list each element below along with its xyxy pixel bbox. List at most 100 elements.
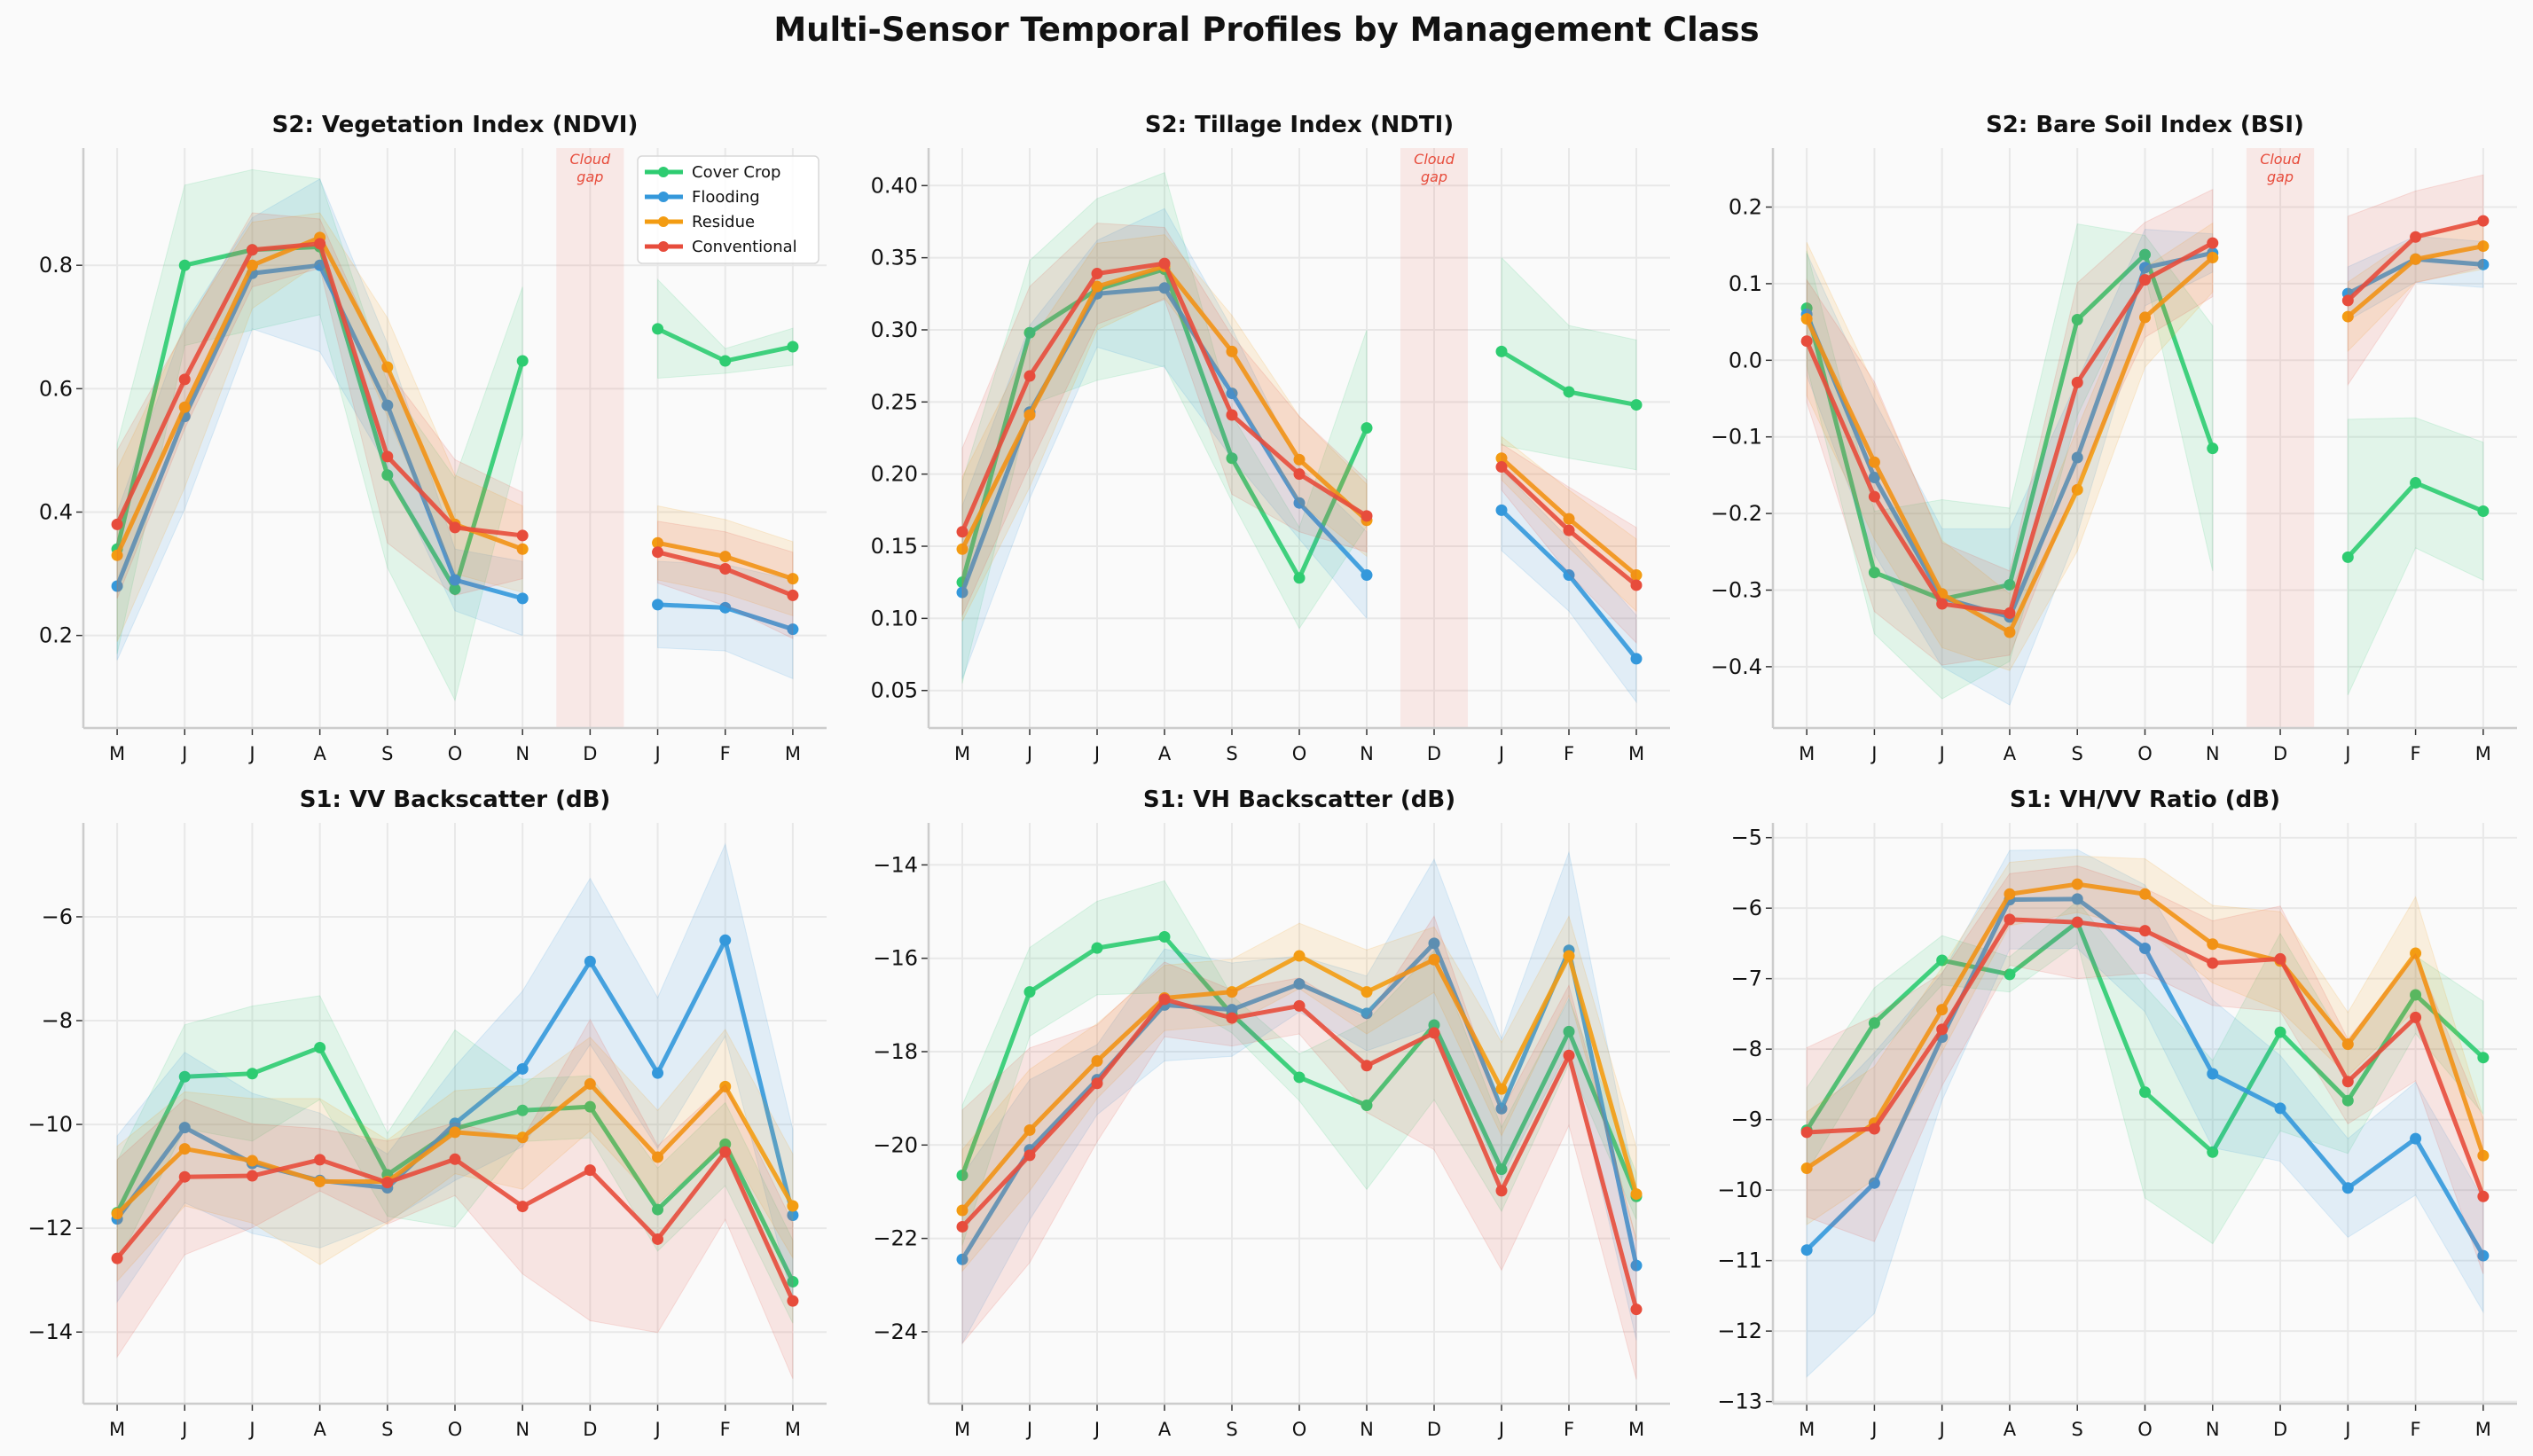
y-tick-label: 0.05 [871, 678, 918, 703]
data-point [1800, 335, 1813, 348]
x-tick-label: D [2273, 743, 2287, 764]
data-point [2139, 942, 2151, 954]
cloud-gap-label: gap [2267, 168, 2294, 185]
data-point [246, 244, 258, 256]
data-point [1563, 950, 1575, 962]
data-point [2341, 310, 2354, 323]
data-point [381, 469, 394, 481]
x-tick-label: D [2273, 1419, 2287, 1440]
y-tick-label: −12 [1717, 1319, 1762, 1343]
data-point [1495, 504, 1508, 516]
data-point [719, 1080, 732, 1092]
confidence-band [961, 234, 1368, 622]
data-point [246, 259, 258, 271]
data-point [787, 589, 799, 601]
series-cover-crop [1800, 900, 2490, 1245]
x-tick-label: M [2475, 743, 2491, 764]
data-point [1630, 653, 1643, 665]
data-point [1868, 1177, 1880, 1189]
x-tick-label: O [448, 743, 463, 764]
panel-title: S2: Vegetation Index (NDVI) [272, 112, 639, 138]
x-tick-label: J [1497, 1419, 1504, 1440]
x-tick-label: A [1158, 1419, 1172, 1440]
data-point [2207, 1068, 2219, 1080]
data-point [1226, 387, 1238, 400]
data-point [1023, 326, 1036, 339]
y-tick-label: 0.0 [1729, 348, 1762, 372]
data-point [2477, 1190, 2490, 1202]
x-tick-label: A [1158, 743, 1172, 764]
data-point [516, 543, 529, 555]
x-tick-label: M [785, 743, 801, 764]
data-point [516, 592, 529, 605]
x-tick-label: F [1564, 743, 1574, 764]
data-point [1361, 1007, 1373, 1020]
y-tick-label: −11 [1717, 1249, 1762, 1273]
y-tick-label: −24 [873, 1319, 918, 1344]
data-point [787, 573, 799, 585]
x-tick-label: M [109, 1419, 125, 1440]
data-point [719, 355, 732, 367]
data-point [956, 526, 968, 538]
x-tick-label: M [109, 743, 125, 764]
data-point [1800, 1126, 1813, 1139]
data-point [1361, 1100, 1373, 1112]
data-point [1563, 386, 1575, 398]
data-point [2004, 578, 2016, 591]
y-tick-label: 0.6 [39, 376, 73, 401]
data-point [178, 373, 191, 386]
data-point [1936, 1004, 1949, 1016]
data-point [2139, 262, 2151, 274]
data-point [1495, 452, 1508, 465]
y-tick-label: −0.2 [1711, 501, 1762, 526]
x-tick-label: J [1093, 1419, 1100, 1440]
data-point [2071, 878, 2083, 890]
data-point [381, 1177, 394, 1189]
confidence-band [1806, 849, 2484, 1378]
data-point [652, 1233, 664, 1245]
data-point [1361, 1060, 1373, 1072]
x-tick-label: A [2004, 743, 2017, 764]
x-tick-label: J [180, 1419, 187, 1440]
data-point [1563, 1025, 1575, 1037]
confidence-band [1806, 865, 2484, 1274]
x-tick-label: J [1938, 743, 1945, 764]
y-tick-label: −14 [27, 1319, 73, 1344]
data-point [178, 1143, 191, 1155]
x-tick-label: J [1870, 1419, 1877, 1440]
data-point [314, 1041, 326, 1053]
x-tick-label: N [2206, 743, 2220, 764]
data-point [1800, 1244, 1813, 1256]
data-point [314, 238, 326, 250]
x-tick-label: J [2343, 743, 2350, 764]
confidence-band [961, 171, 1368, 684]
data-point [787, 1200, 799, 1212]
x-tick-label: O [1292, 1419, 1307, 1440]
data-point [178, 1070, 191, 1083]
x-tick-label: J [180, 743, 187, 764]
data-point [1936, 1023, 1949, 1036]
confidence-band [1501, 442, 1637, 645]
legend-marker [658, 192, 669, 202]
data-point [1293, 453, 1306, 466]
data-point [1936, 598, 1949, 610]
y-tick-label: 0.10 [871, 606, 918, 630]
data-point [2071, 376, 2083, 388]
y-tick-label: 0.25 [871, 389, 918, 414]
data-point [2341, 294, 2354, 307]
data-point [2410, 477, 2422, 489]
data-point [2477, 215, 2490, 227]
data-point [1630, 1188, 1643, 1201]
x-tick-label: A [313, 1419, 326, 1440]
x-tick-label: N [1360, 1419, 1374, 1440]
y-tick-label: 0.20 [871, 462, 918, 487]
cloud-gap-label: gap [576, 168, 603, 185]
confidence-band [1806, 223, 2214, 700]
x-tick-label: S [2072, 1419, 2083, 1440]
x-tick-label: D [583, 743, 597, 764]
x-tick-label: D [1427, 743, 1441, 764]
panel-3: −0.4 −0.3 −0.2 −0.1 0.0 0.1 0.2 M J J A S O N D J F M Clou… [1711, 112, 2517, 764]
legend: Cover Crop Flooding Residue Conventional [637, 155, 820, 264]
x-tick-label: O [2137, 1419, 2153, 1440]
data-point [449, 1126, 461, 1139]
